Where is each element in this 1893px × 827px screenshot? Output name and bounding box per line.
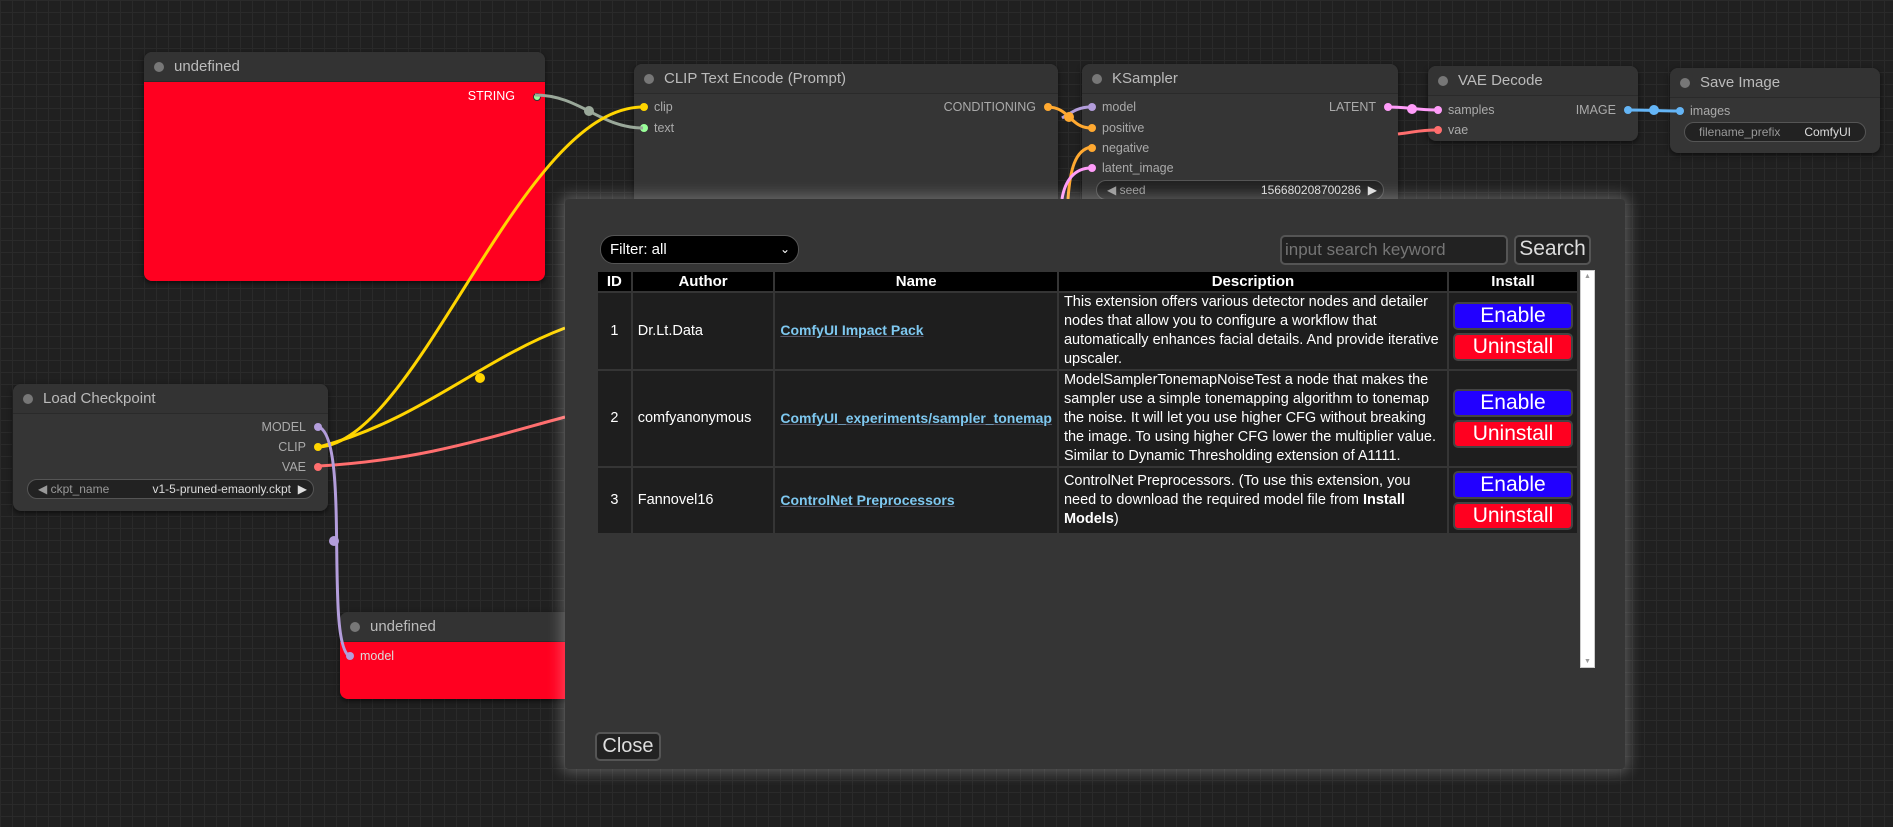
input-negative: negative: [1102, 141, 1150, 155]
input-images: images: [1690, 104, 1731, 118]
node-title: Save Image: [1670, 68, 1880, 98]
enable-button[interactable]: Enable: [1452, 389, 1573, 417]
input-vae: vae: [1448, 123, 1469, 137]
node-undefined-top[interactable]: undefined STRING: [144, 52, 545, 281]
node-load-checkpoint[interactable]: Load Checkpoint MODEL CLIP VAE ◀ ckpt_na…: [13, 384, 328, 511]
input-text: text: [654, 121, 675, 135]
output-model: MODEL: [261, 420, 306, 434]
wire-string: [534, 93, 644, 130]
positive-input-dot[interactable]: [1088, 124, 1096, 132]
output-conditioning: CONDITIONING: [943, 100, 1036, 114]
output-image: IMAGE: [1575, 103, 1616, 117]
custom-nodes-manager-dialog: Filter: all ⌄ Search ID Author Name Descr…: [565, 199, 1625, 769]
table-row: 2 comfyanonymous ComfyUI_experiments/sam…: [596, 369, 1580, 468]
row-id: 3: [596, 466, 633, 535]
node-title: VAE Decode: [1428, 66, 1638, 96]
prefix-label: filename_prefix: [1699, 125, 1781, 139]
row-id: 1: [596, 291, 633, 371]
scroll-up-icon[interactable]: ▲: [1584, 273, 1591, 280]
node-save-image[interactable]: Save Image images filename_prefix ComfyUI: [1670, 68, 1880, 153]
extension-link[interactable]: ComfyUI Impact Pack: [780, 322, 924, 338]
clip-input-dot[interactable]: [640, 103, 648, 111]
row-description: ControlNet Preprocessors. (To use this e…: [1056, 466, 1449, 535]
vae-input-dot[interactable]: [1434, 126, 1442, 134]
wire-vae: [318, 415, 566, 468]
input-positive: positive: [1102, 121, 1145, 135]
output-vae: VAE: [281, 460, 306, 474]
col-install: Install: [1446, 270, 1580, 293]
row-author: comfyanonymous: [630, 369, 776, 468]
enable-button[interactable]: Enable: [1452, 471, 1573, 499]
col-name: Name: [773, 270, 1059, 293]
description-text-end: ): [1113, 511, 1119, 527]
input-samples: samples: [1448, 103, 1495, 117]
uninstall-button[interactable]: Uninstall: [1452, 502, 1573, 530]
extension-link[interactable]: ComfyUI_experiments/sampler_tonemap: [780, 409, 1052, 426]
filter-value: Filter: all: [610, 241, 667, 258]
input-model: model: [360, 649, 395, 663]
input-clip: clip: [654, 100, 673, 114]
extension-link[interactable]: ControlNet Preprocessors: [780, 491, 955, 508]
negative-input-dot[interactable]: [1088, 144, 1096, 152]
uninstall-button[interactable]: Uninstall: [1452, 420, 1573, 448]
search-button[interactable]: Search: [1514, 235, 1591, 265]
row-description: This extension offers various detector n…: [1056, 291, 1449, 371]
model-input-dot[interactable]: [346, 652, 354, 660]
scroll-down-icon[interactable]: ▼: [1584, 658, 1591, 665]
chevron-down-icon: ⌄: [779, 242, 790, 256]
input-latent-image: latent_image: [1102, 161, 1174, 175]
row-author: Fannovel16: [630, 466, 776, 535]
samples-input-dot[interactable]: [1434, 106, 1442, 114]
node-title: KSampler: [1082, 64, 1398, 94]
ckpt-name-widget[interactable]: ◀ ckpt_name v1-5-pruned-emaonly.ckpt ▶: [27, 479, 314, 499]
filename-prefix-widget[interactable]: filename_prefix ComfyUI: [1684, 122, 1866, 142]
image-output-dot[interactable]: [1624, 106, 1632, 114]
table-scrollbar[interactable]: ▲ ▼: [1580, 270, 1595, 668]
search-input[interactable]: [1280, 235, 1508, 265]
node-vae-decode[interactable]: VAE Decode samples vae IMAGE: [1428, 66, 1638, 141]
seed-value: 156680208700286: [1260, 183, 1361, 197]
uninstall-button[interactable]: Uninstall: [1452, 332, 1573, 361]
model-input-dot[interactable]: [1088, 103, 1096, 111]
node-title: CLIP Text Encode (Prompt): [634, 64, 1058, 94]
ckpt-value: v1-5-pruned-emaonly.ckpt: [152, 482, 291, 496]
seed-label: seed: [1119, 183, 1146, 197]
col-description: Description: [1056, 270, 1449, 293]
vae-output-dot[interactable]: [314, 463, 322, 471]
node-title: Load Checkpoint: [13, 384, 328, 414]
output-latent: LATENT: [1329, 100, 1376, 114]
row-description: ModelSamplerTonemapNoiseTest a node that…: [1056, 369, 1449, 468]
wire-clip-2: [318, 326, 566, 449]
text-input-dot[interactable]: [640, 124, 648, 132]
conditioning-output-dot[interactable]: [1044, 103, 1052, 111]
clip-output-dot[interactable]: [314, 443, 322, 451]
row-id: 2: [596, 369, 633, 468]
col-author: Author: [630, 270, 776, 293]
table-header: ID Author Name Description Install: [596, 270, 1580, 293]
node-title: undefined: [144, 52, 545, 82]
seed-widget[interactable]: ◀ seed 156680208700286 ▶: [1096, 180, 1384, 200]
images-input-dot[interactable]: [1676, 107, 1684, 115]
install-models-text: Install Models: [1063, 492, 1405, 527]
filter-select[interactable]: Filter: all ⌄: [600, 235, 799, 264]
latent-image-input-dot[interactable]: [1088, 164, 1096, 172]
extensions-table-container: ID Author Name Description Install 1 Dr.…: [596, 270, 1580, 668]
ckpt-label: ckpt_name: [50, 482, 110, 496]
description-text: ControlNet Preprocessors. (To use this e…: [1063, 473, 1411, 508]
string-output-dot[interactable]: [533, 93, 541, 101]
model-output-dot[interactable]: [314, 423, 322, 431]
extensions-table: ID Author Name Description Install 1 Dr.…: [596, 270, 1580, 535]
table-row: 1 Dr.Lt.Data ComfyUI Impact Pack This ex…: [596, 291, 1580, 371]
prefix-value: ComfyUI: [1804, 125, 1851, 139]
table-row: 3 Fannovel16 ControlNet Preprocessors Co…: [596, 466, 1580, 535]
input-model: model: [1102, 100, 1137, 114]
col-id: ID: [596, 270, 633, 293]
latent-output-dot[interactable]: [1384, 103, 1392, 111]
close-button[interactable]: Close: [595, 732, 661, 761]
output-string: STRING: [467, 89, 515, 103]
enable-button[interactable]: Enable: [1452, 301, 1573, 330]
output-clip: CLIP: [278, 440, 306, 454]
row-author: Dr.Lt.Data: [630, 291, 776, 371]
